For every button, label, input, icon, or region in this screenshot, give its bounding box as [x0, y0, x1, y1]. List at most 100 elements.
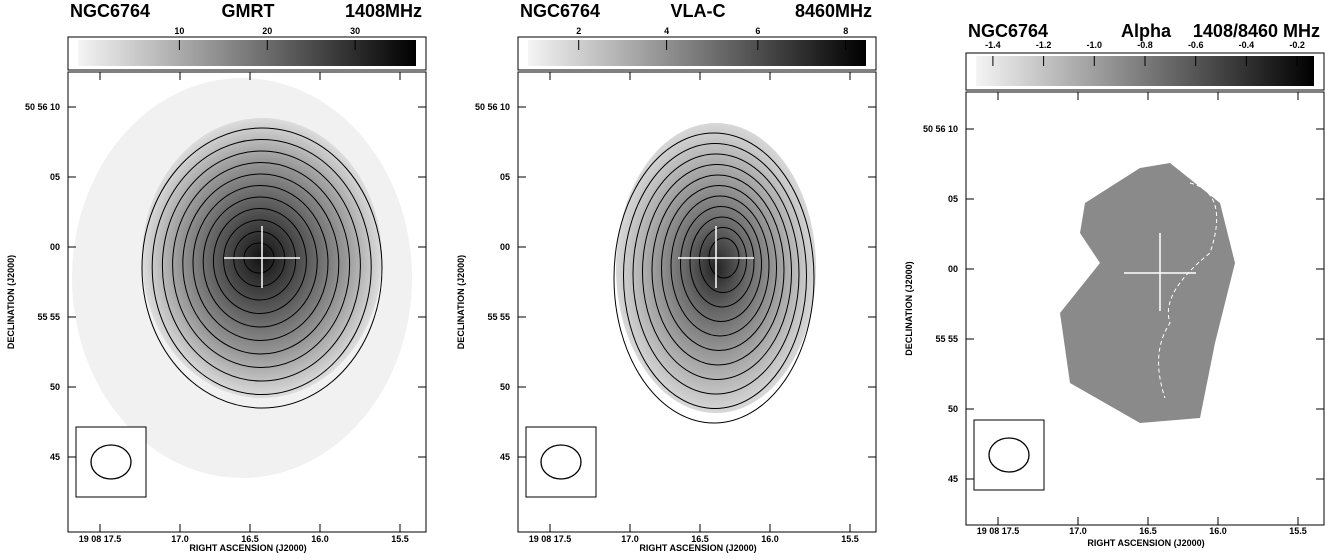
colorbar-tick-label: -0.4 — [1239, 40, 1255, 50]
colorbar-frame — [67, 36, 427, 71]
contour — [151, 139, 372, 395]
colorbar-tick-label: -0.8 — [1137, 40, 1153, 50]
contour — [202, 196, 318, 328]
panel-title: Alpha — [1121, 21, 1172, 41]
contour — [182, 173, 340, 355]
x-tick-label: 16.0 — [761, 534, 779, 544]
colorbar — [528, 40, 866, 66]
y-tick-label: 50 — [500, 382, 510, 392]
y-tick-label: 50 — [948, 404, 958, 414]
colorbar-tick-label: 30 — [350, 26, 360, 36]
y-axis-label: DECLINATION (J2000) — [6, 255, 16, 349]
y-tick-label: 50 — [50, 382, 60, 392]
beam-box — [973, 419, 1045, 491]
x-tick-label: 15.5 — [391, 534, 409, 544]
panel-title: NGC6764 — [968, 21, 1048, 41]
x-tick-label: 16.0 — [1209, 526, 1227, 536]
contour — [212, 208, 307, 314]
contour — [689, 216, 755, 308]
panel: NGC6764 Alpha 1408/8460 MHz -1.4 -1.2 -1.0 -0.… — [904, 21, 1325, 548]
x-tick-label: 19 08 17.5 — [977, 526, 1020, 536]
panel-title: 8460MHz — [795, 1, 872, 21]
x-tick-label: 16.5 — [241, 534, 259, 544]
x-tick-label: 17.0 — [171, 534, 189, 544]
beam-box — [525, 426, 597, 498]
colorbar-tick-label: 2 — [576, 26, 581, 36]
contour — [161, 150, 361, 382]
contour — [670, 195, 770, 337]
x-tick-label: 17.0 — [1069, 526, 1087, 536]
y-tick-label: 05 — [50, 172, 60, 182]
beam — [90, 444, 132, 480]
colorbar-frame — [517, 36, 877, 71]
beam-box — [75, 426, 147, 498]
y-tick-label: 45 — [948, 474, 958, 484]
x-tick-label: 16.0 — [311, 534, 329, 544]
colorbar-tick-label: -0.6 — [1188, 40, 1204, 50]
x-tick-label: 16.5 — [1139, 526, 1157, 536]
colorbar-tick-label: 6 — [755, 26, 760, 36]
plot-frame — [965, 91, 1325, 526]
y-tick-label: 50 56 10 — [923, 124, 958, 134]
colorbar-tick-label: 10 — [174, 26, 184, 36]
contour — [172, 162, 351, 368]
y-tick-label: 55 55 — [935, 334, 958, 344]
y-tick-label: 50 56 10 — [475, 102, 510, 112]
contour — [141, 127, 383, 409]
contour — [699, 227, 747, 293]
colorbar — [78, 40, 416, 66]
x-axis-label: RIGHT ASCENSION (J2000) — [189, 543, 306, 553]
contour — [223, 219, 297, 301]
x-tick-label: 15.5 — [841, 534, 859, 544]
colorbar-frame — [965, 52, 1325, 91]
x-tick-label: 19 08 17.5 — [79, 534, 122, 544]
contour — [192, 185, 329, 341]
colorbar-tick-label: 20 — [262, 26, 272, 36]
panel-title: GMRT — [222, 1, 275, 21]
y-tick-label: 00 — [500, 242, 510, 252]
panel-title: NGC6764 — [70, 1, 150, 21]
y-tick-label: 05 — [948, 194, 958, 204]
contour — [613, 132, 815, 424]
spectral-index-map — [1060, 163, 1235, 423]
panel-title: 1408MHz — [345, 1, 422, 21]
contour — [661, 185, 777, 351]
plot-frame — [517, 71, 877, 533]
contour — [632, 153, 800, 395]
x-axis-label: RIGHT ASCENSION (J2000) — [639, 543, 756, 553]
x-tick-label: 16.5 — [691, 534, 709, 544]
panel: NGC6764 GMRT 1408MHz 10 20 30 50 56 10 05 00 55 5… — [6, 1, 427, 553]
contour — [233, 231, 286, 287]
colorbar-tick-label: -1.4 — [985, 40, 1001, 50]
y-tick-label: 55 55 — [37, 312, 60, 322]
colorbar-tick-label: -0.2 — [1289, 40, 1305, 50]
colorbar-tick-label: -1.0 — [1087, 40, 1103, 50]
panel-title: VLA-C — [671, 1, 726, 21]
beam — [540, 444, 582, 480]
contour — [680, 206, 762, 322]
y-tick-label: 50 56 10 — [25, 102, 60, 112]
y-axis-label: DECLINATION (J2000) — [904, 261, 914, 355]
y-tick-label: 55 55 — [487, 312, 510, 322]
colorbar-tick-label: 8 — [843, 26, 848, 36]
y-axis-label: DECLINATION (J2000) — [456, 255, 466, 349]
y-tick-label: 45 — [500, 452, 510, 462]
x-tick-label: 19 08 17.5 — [529, 534, 572, 544]
contour — [651, 174, 785, 366]
x-axis-label: RIGHT ASCENSION (J2000) — [1087, 538, 1204, 548]
panel-title: NGC6764 — [520, 1, 600, 21]
y-tick-label: 00 — [50, 242, 60, 252]
x-tick-label: 15.5 — [1289, 526, 1307, 536]
contour — [623, 143, 807, 409]
beam — [988, 437, 1030, 473]
x-tick-label: 17.0 — [621, 534, 639, 544]
plot-frame — [67, 71, 427, 533]
panel-title: 1408/8460 MHz — [1193, 21, 1320, 41]
y-tick-label: 45 — [50, 452, 60, 462]
y-tick-label: 00 — [948, 264, 958, 274]
contour — [642, 164, 792, 380]
colorbar-tick-label: 4 — [664, 26, 669, 36]
colorbar-tick-label: -1.2 — [1036, 40, 1052, 50]
panel: NGC6764 VLA-C 8460MHz 2 4 6 8 50 56 10 05 00 55 55… — [456, 1, 877, 553]
y-tick-label: 05 — [500, 172, 510, 182]
